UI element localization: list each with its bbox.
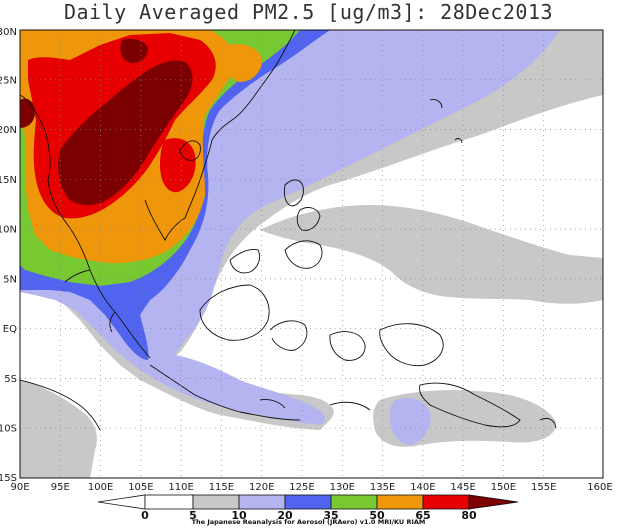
lon-label: 150E <box>491 482 516 493</box>
lon-label: 110E <box>168 482 193 493</box>
lat-label: 5N <box>3 274 17 285</box>
credit-line: The Japanese Reanalysis for Aerosol (JRA… <box>191 518 426 526</box>
concentration-fields <box>20 30 603 478</box>
lat-label: 25N <box>0 75 17 86</box>
lat-label: 10S <box>0 424 17 435</box>
lon-label: 95E <box>51 482 70 493</box>
map-title: Daily Averaged PM2.5 [ug/m3]: 28Dec2013 <box>63 0 554 24</box>
lat-label: 15S <box>0 473 17 484</box>
lon-label: 90E <box>10 482 29 493</box>
lon-label: 140E <box>410 482 435 493</box>
lon-label: 115E <box>209 482 234 493</box>
lat-axis-labels: 30N 25N 20N 15N 10N 5N EQ 5S 10S 15S <box>0 27 17 484</box>
lat-label: EQ <box>3 324 17 335</box>
colorbar-label: 50 <box>369 509 385 522</box>
colorbar-bin <box>376 494 424 510</box>
gridlines <box>20 30 603 478</box>
lon-label: 125E <box>289 482 314 493</box>
field-gray-sw <box>20 380 97 478</box>
field-gray-east <box>260 205 603 304</box>
colorbar-label: 10 <box>231 509 247 522</box>
field-light-purple-se <box>389 398 431 445</box>
lat-label: 30N <box>0 27 17 38</box>
colorbar-bin <box>422 494 470 510</box>
lon-axis-labels: 90E 95E 100E 105E 110E 115E 120E 125E 13… <box>10 482 612 493</box>
lat-label: 15N <box>0 175 17 186</box>
lon-label: 130E <box>330 482 355 493</box>
colorbar-bin <box>144 494 194 510</box>
colorbar-label: 20 <box>277 509 293 522</box>
map-frame <box>19 29 604 479</box>
coastlines <box>20 30 557 431</box>
lat-label: 10N <box>0 225 17 236</box>
colorbar-label: 0 <box>141 509 149 522</box>
colorbar-bin <box>284 494 332 510</box>
colorbar-bin <box>330 494 378 510</box>
colorbar-label: 5 <box>189 509 197 522</box>
lon-label: 100E <box>88 482 113 493</box>
colorbar-arrow-high <box>468 494 519 510</box>
colorbar: 0 5 10 20 35 50 65 80 <box>97 494 519 522</box>
lon-label: 135E <box>370 482 395 493</box>
colorbar-bin <box>238 494 286 510</box>
colorbar-label: 80 <box>461 509 477 522</box>
lat-label: 5S <box>4 374 17 385</box>
lon-label: 155E <box>531 482 556 493</box>
colorbar-label: 35 <box>323 509 338 522</box>
colorbar-label: 65 <box>415 509 430 522</box>
field-red-mid <box>160 138 196 193</box>
field-darkred-n <box>120 38 148 64</box>
lat-label: 20N <box>0 125 17 136</box>
field-darkred <box>58 60 193 206</box>
colorbar-bin <box>192 494 240 510</box>
colorbar-arrow-low <box>97 494 146 510</box>
lon-label: 120E <box>249 482 274 493</box>
lon-label: 160E <box>587 482 612 493</box>
lon-label: 145E <box>450 482 475 493</box>
lon-label: 105E <box>128 482 153 493</box>
field-orange-n <box>225 44 262 82</box>
